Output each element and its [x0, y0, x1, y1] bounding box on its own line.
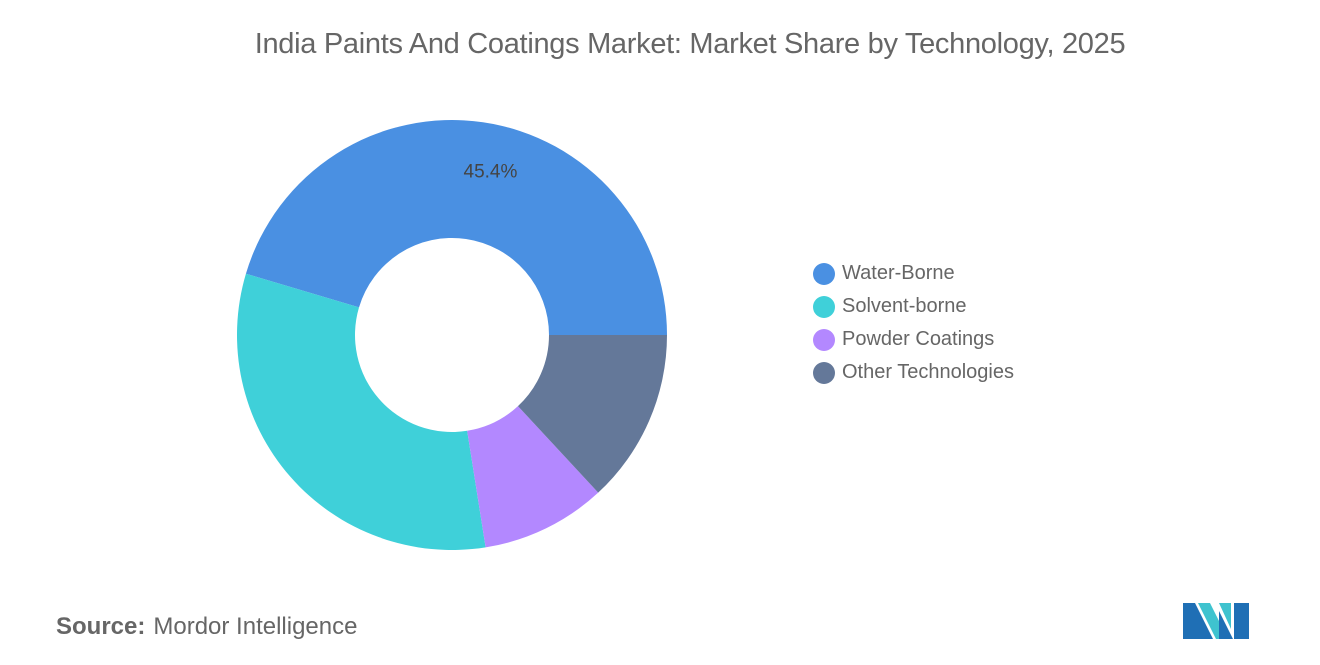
data-label: 45.4% [464, 162, 518, 183]
legend-item: Other Technologies [813, 356, 1014, 389]
legend-item: Powder Coatings [813, 323, 1014, 356]
slice-other-technologies [517, 335, 667, 493]
donut-chart: 45.4% [237, 119, 667, 550]
legend-label: Other Technologies [842, 361, 1014, 383]
legend-swatch [813, 295, 835, 318]
slice-powder-coatings [467, 406, 599, 548]
legend-swatch [813, 361, 835, 384]
mordor-logo [1183, 603, 1249, 639]
legend-label: Powder Coatings [842, 328, 995, 350]
legend-label: Solvent-borne [842, 295, 967, 317]
source-label: Source: [56, 613, 146, 640]
slice-water-borne [245, 119, 667, 335]
slice-solvent-borne [237, 273, 486, 550]
legend-swatch [813, 262, 835, 285]
source-note: Source: Mordor Intelligence [56, 613, 357, 641]
chart-title: India Paints And Coatings Market: Market… [254, 28, 1126, 60]
legend-label: Water-Borne [842, 262, 955, 284]
legend: Water-Borne Solvent-borne Powder Coatings O… [813, 257, 1014, 389]
legend-item: Water-Borne [813, 257, 1014, 290]
legend-swatch [813, 328, 835, 351]
legend-item: Solvent-borne [813, 290, 1014, 323]
source-value: Mordor Intelligence [153, 613, 358, 640]
